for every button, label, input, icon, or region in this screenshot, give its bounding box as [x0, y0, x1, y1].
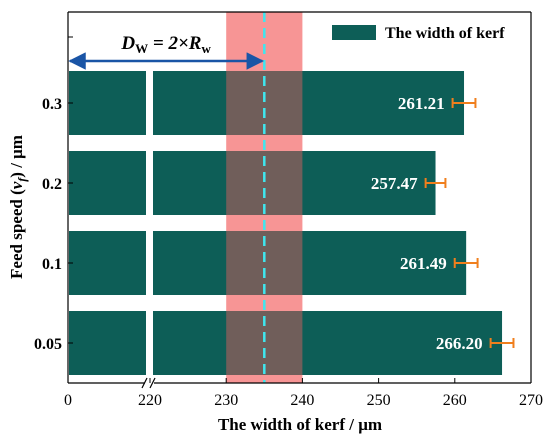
y-title-part-1: Feed speed ( [7, 189, 26, 279]
x-tick-label-0: 0 [64, 392, 72, 409]
value-label-0.05: 266.20 [436, 334, 483, 353]
dw-label-D: D [120, 33, 135, 54]
x-axis-title: The width of kerf / μm [218, 415, 382, 434]
x-tick-label-230: 230 [214, 392, 238, 409]
x-tick-label-250: 250 [367, 392, 391, 409]
y-axis-title: Feed speed (vf) / μm [7, 135, 29, 279]
dw-label: DW = 2×Rw [120, 33, 211, 56]
bar-0.05 [153, 311, 503, 375]
y-tick-label-0.05: 0.05 [34, 336, 62, 353]
x-tick-label-260: 260 [443, 392, 467, 409]
bar-0.2 [153, 151, 436, 215]
x-tick-label-240: 240 [290, 392, 314, 409]
dw-label-R: R [188, 33, 202, 54]
axis-break-mark-1 [141, 377, 148, 389]
bar-0.1 [153, 231, 467, 295]
y-title-part-4: ) / μm [7, 135, 26, 178]
value-label-0.2: 257.47 [371, 174, 418, 193]
legend: The width of kerf [332, 25, 505, 42]
y-tick-label-0.3: 0.3 [42, 96, 62, 113]
y-tick-label-0.2: 0.2 [42, 176, 62, 193]
x-tick-label-270: 270 [519, 392, 543, 409]
dw-annotation: DW = 2×Rw [68, 33, 265, 70]
y-title-part-3: f [15, 177, 29, 182]
bar-0.1-left-segment [69, 231, 146, 295]
bar-0.2-left-segment [69, 151, 146, 215]
value-label-0.3: 261.21 [398, 94, 445, 113]
dw-label-w: w [201, 41, 211, 56]
legend-label: The width of kerf [385, 25, 505, 42]
dw-label-W: W [135, 41, 148, 56]
x-tick-label-220: 220 [138, 392, 162, 409]
axis-break-mark-2 [149, 377, 156, 389]
bar-0.05-left-segment [69, 311, 146, 375]
dw-label-eq: = 2× [148, 33, 189, 54]
bar-0.3-left-segment [69, 71, 146, 135]
bar-0.3 [153, 71, 465, 135]
y-title-part-2: v [7, 181, 26, 189]
y-tick-label-0.1: 0.1 [42, 256, 62, 273]
value-label-0.1: 261.49 [400, 254, 447, 273]
legend-swatch [332, 25, 376, 40]
